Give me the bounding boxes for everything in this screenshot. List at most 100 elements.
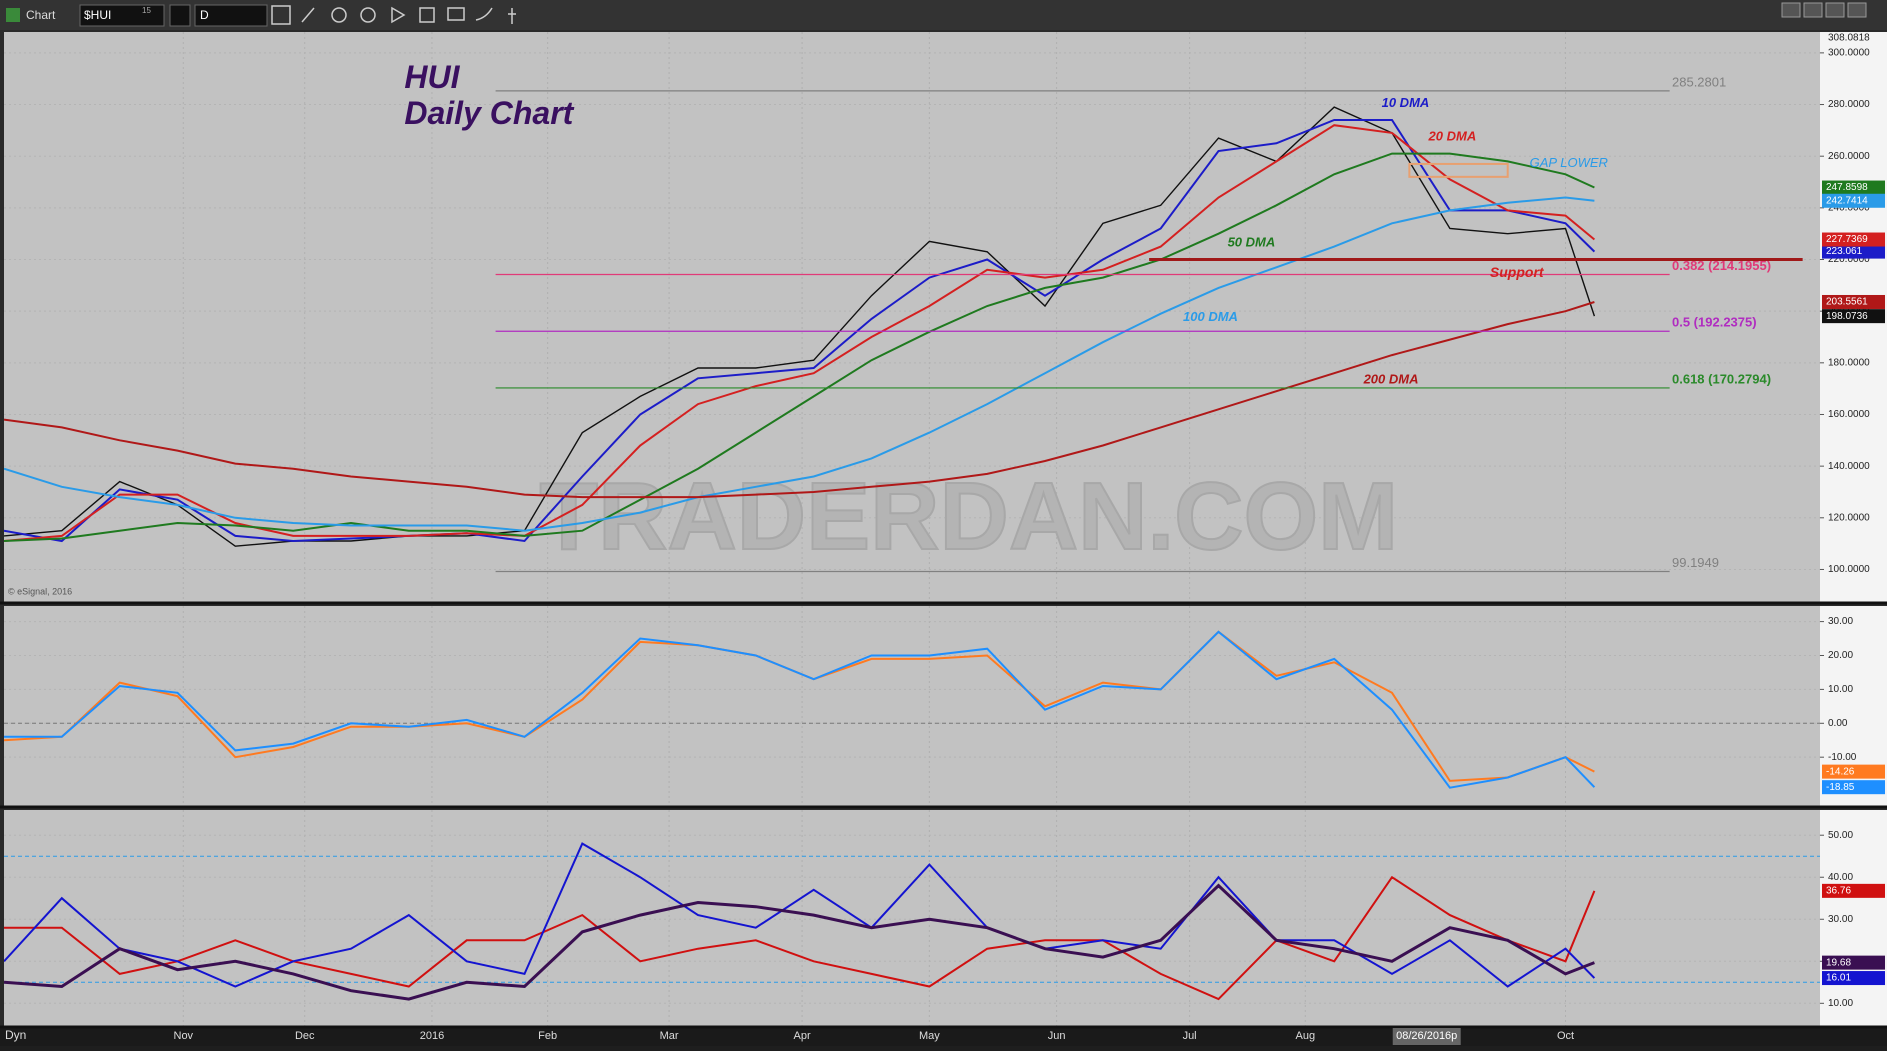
y-tick-label: 50.00 [1828, 830, 1853, 841]
series-line [4, 301, 1595, 499]
series-line [4, 106, 1596, 547]
last-value-box [1822, 244, 1885, 259]
tool-button[interactable] [331, 7, 347, 23]
x-tick-label: May [919, 1030, 940, 1042]
tool-button[interactable] [391, 6, 406, 24]
series-line [4, 196, 1595, 532]
series-line [4, 875, 1596, 1001]
interval[interactable]: D [200, 8, 209, 22]
last-value-box [1822, 294, 1885, 309]
tool-button[interactable] [508, 8, 516, 24]
x-tick-label: 2016 [420, 1030, 444, 1042]
last-value-box [1822, 193, 1885, 208]
tool-button[interactable] [360, 7, 376, 23]
axis-area [1820, 810, 1887, 1026]
last-value-label: -14.26 [1826, 766, 1855, 777]
axis-max-label: 308.0818 [1828, 33, 1870, 44]
tool-button[interactable] [301, 7, 315, 23]
last-value-label: 242.7414 [1826, 195, 1868, 206]
x-tick-label: Oct [1557, 1030, 1574, 1042]
series-label: 200 DMA [1363, 372, 1419, 387]
cursor-box [1392, 1028, 1461, 1045]
series-label: 10 DMA [1382, 95, 1430, 110]
y-tick-label: -10.00 [1828, 752, 1857, 763]
last-value-box [1822, 309, 1885, 324]
series-label: 50 DMA [1228, 235, 1276, 250]
chart-subtitle: Daily Chart [404, 95, 574, 131]
y-tick-label: 10.00 [1828, 684, 1853, 695]
x-axis-strip [0, 1027, 1887, 1046]
y-tick-label: 30.00 [1828, 914, 1853, 925]
y-tick-label: 160.0000 [1828, 409, 1870, 420]
last-value-box [1822, 883, 1885, 898]
series-label: 100 DMA [1183, 309, 1238, 324]
level-label: 0.382 (214.1955) [1672, 258, 1771, 273]
cursor-label: 08/26/2016p [1396, 1030, 1457, 1042]
plot: TRADERDAN.COM [4, 32, 1820, 602]
y-tick-label: 300.0000 [1828, 48, 1870, 59]
chart-title: HUI [404, 59, 460, 95]
x-tick-label: Jun [1048, 1030, 1066, 1042]
last-value-box [1822, 232, 1885, 247]
y-tick-label: 280.0000 [1828, 99, 1870, 110]
series-line [4, 152, 1595, 542]
level-label: 0.5 (192.2375) [1672, 315, 1757, 330]
plot-area [4, 32, 1820, 602]
toolbar [0, 0, 1887, 30]
last-value-label: 198.0736 [1826, 311, 1868, 322]
series-line [4, 883, 1595, 1001]
y-tick-label: 240.0000 [1828, 202, 1870, 213]
y-tick-label: 10.00 [1828, 998, 1853, 1009]
last-value-label: -18.85 [1826, 782, 1855, 793]
series-label: 20 DMA [1428, 129, 1477, 144]
tool-button[interactable] [447, 7, 465, 21]
gap-label: GAP LOWER [1530, 155, 1608, 170]
plot-area [4, 810, 1820, 1026]
window-button[interactable] [1825, 2, 1845, 18]
interval-button[interactable] [169, 4, 191, 27]
y-tick-label: 20.00 [1828, 650, 1853, 661]
series-line [4, 119, 1596, 543]
x-tick-label: Feb [538, 1030, 557, 1042]
y-tick-label: 100.0000 [1828, 564, 1870, 575]
tool-button[interactable] [419, 7, 435, 23]
last-value-label: 19.68 [1826, 957, 1851, 968]
last-value-box [1822, 971, 1885, 986]
last-value-box [1822, 764, 1885, 779]
level-label: 285.2801 [1672, 74, 1726, 89]
toolbar-icons [271, 5, 516, 25]
x-tick-label: Apr [794, 1030, 811, 1042]
window-button[interactable] [1781, 2, 1801, 18]
series-line [4, 124, 1596, 542]
y-tick-label: 40.00 [1828, 872, 1853, 883]
last-value-label: 203.5561 [1826, 297, 1868, 308]
series-line [4, 630, 1596, 789]
x-tick-label: Jul [1183, 1030, 1197, 1042]
window-controls [1781, 2, 1867, 18]
tool-button[interactable] [271, 5, 291, 25]
last-value-box [1822, 955, 1885, 970]
window-button[interactable] [1847, 2, 1867, 18]
symbol-box[interactable] [79, 4, 165, 27]
window-button[interactable] [1803, 2, 1823, 18]
corner-label: Dyn [5, 1028, 26, 1042]
y-tick-label: 0.00 [1828, 718, 1848, 729]
last-value-box [1822, 180, 1885, 195]
last-value-label: 223.061 [1826, 246, 1863, 257]
last-value-label: 16.01 [1826, 973, 1851, 984]
x-tick-label: Aug [1295, 1030, 1315, 1042]
tool-button[interactable] [475, 7, 493, 21]
interval-box[interactable] [194, 4, 268, 27]
y-tick-label: 220.0000 [1828, 254, 1870, 265]
y-tick-label: 30.00 [1828, 616, 1853, 627]
y-tick-label: 260.0000 [1828, 151, 1870, 162]
support-label: Support [1490, 264, 1545, 280]
y-tick-label: 140.0000 [1828, 461, 1870, 472]
symbol-note: 15 [142, 6, 151, 15]
y-tick-label: 120.0000 [1828, 512, 1870, 523]
toolbar-label: Chart [26, 8, 56, 22]
symbol[interactable]: $HUI [84, 8, 111, 22]
last-value-box [1822, 780, 1885, 795]
